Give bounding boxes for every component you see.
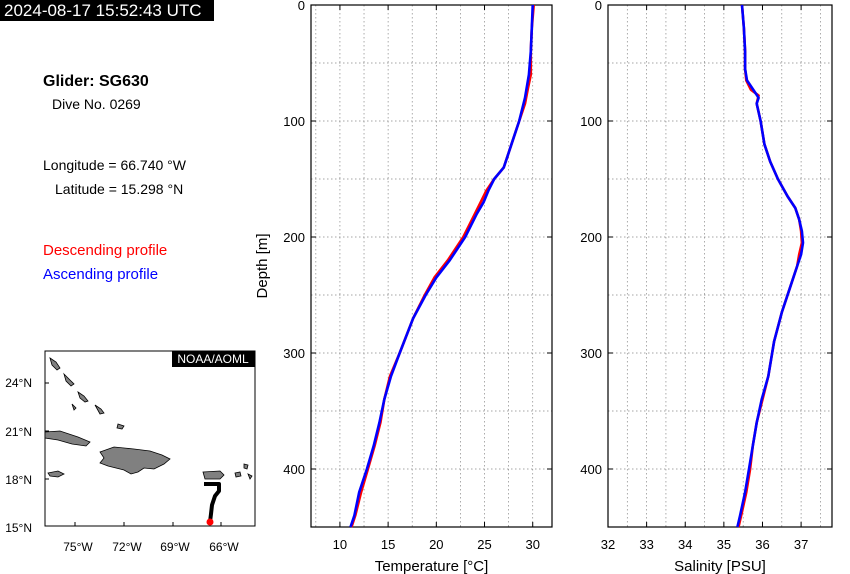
x-tick-label: 15: [381, 537, 395, 552]
map-lon-ticks: 75°W 72°W 69°W 66°W: [63, 540, 239, 554]
glider-name: Glider: SG630: [43, 73, 149, 90]
y-tick-label: 200: [283, 230, 305, 245]
y-tick-label: 0: [595, 0, 602, 13]
map-lon-tick-label: 75°W: [63, 540, 93, 554]
island-puerto-rico: [202, 470, 225, 480]
descending-profile-line: [350, 4, 535, 528]
x-axis-label: Salinity [PSU]: [674, 558, 766, 574]
x-tick-label: 33: [639, 537, 653, 552]
ascending-profile-line: [736, 4, 805, 528]
x-tick-label: 20: [429, 537, 443, 552]
island-jamaica: [47, 470, 65, 478]
y-tick-label: 100: [580, 114, 602, 129]
x-tick-label: 37: [794, 537, 808, 552]
grid: [311, 5, 552, 527]
ticks: [607, 4, 832, 527]
latitude-readout: Latitude = 15.298 °N: [55, 181, 184, 197]
island-bahama-2: [63, 372, 75, 387]
salinity-profile-chart: 0 100 200 300 400 32 33 34 35 36 37 Salinity [PSU]: [580, 0, 833, 574]
x-tick-label: 10: [333, 537, 347, 552]
ascending-profile-line: [349, 4, 534, 528]
location-map: NOAA/AOML 24°N 21°N 18°N 15°N 75°W: [5, 350, 256, 554]
map-lat-tick-label: 21°N: [5, 425, 32, 439]
temperature-profile-chart: 0 100 200 300 400 10 15 20 25 30 Temperature [°C] D…: [254, 0, 553, 574]
y-tick-label: 400: [580, 462, 602, 477]
island-antilles-1: [234, 471, 242, 478]
map-credit-box: [172, 351, 255, 367]
map-lon-tick-label: 69°W: [160, 540, 190, 554]
legend-ascending: Ascending profile: [43, 266, 159, 283]
y-tick-label: 300: [580, 346, 602, 361]
map-lon-tick-label: 72°W: [112, 540, 142, 554]
island-antilles-3: [247, 473, 253, 480]
island-bahama-3: [77, 391, 89, 403]
plot-frame: [310, 4, 553, 528]
island-bahama-5: [71, 403, 77, 411]
dive-number: Dive No. 0269: [52, 96, 141, 112]
y-tick-label: 100: [283, 114, 305, 129]
longitude-readout: Longitude = 66.740 °W: [43, 157, 186, 173]
grid: [608, 5, 832, 527]
plot-frame: [607, 4, 833, 528]
island-bahama-4: [94, 404, 105, 415]
x-tick-label: 35: [717, 537, 731, 552]
y-tick-label: 300: [283, 346, 305, 361]
legend-descending: Descending profile: [43, 242, 168, 259]
map-lon-tick-label: 66°W: [209, 540, 239, 554]
island-bahama-1: [49, 357, 61, 371]
y-tick-label: 0: [298, 0, 305, 13]
x-tick-label: 36: [755, 537, 769, 552]
x-tick-label: 25: [477, 537, 491, 552]
x-tick-label: 30: [525, 537, 539, 552]
island-cuba: [44, 430, 91, 447]
island-antilles-2: [243, 463, 249, 470]
island-hispaniola: [99, 446, 171, 475]
ticks: [311, 4, 552, 527]
land-masses: [44, 357, 253, 480]
y-axis-label: Depth [m]: [254, 233, 271, 298]
glider-position-marker: [206, 518, 214, 526]
map-credit: NOAA/AOML: [177, 352, 249, 366]
x-tick-label: 34: [678, 537, 692, 552]
x-axis-label: Temperature [°C]: [375, 558, 489, 574]
y-tick-label: 400: [283, 462, 305, 477]
map-lat-tick-label: 24°N: [5, 376, 32, 390]
timestamp-banner: 2024-08-17 15:52:43 UTC: [0, 0, 214, 21]
y-tick-label: 200: [580, 230, 602, 245]
glider-track: [204, 482, 221, 523]
map-lat-tick-label: 18°N: [5, 473, 32, 487]
map-lat-ticks: 24°N 21°N 18°N 15°N: [5, 376, 32, 535]
island-turks: [116, 423, 125, 430]
x-tick-label: 32: [601, 537, 615, 552]
map-lat-tick-label: 15°N: [5, 521, 32, 535]
